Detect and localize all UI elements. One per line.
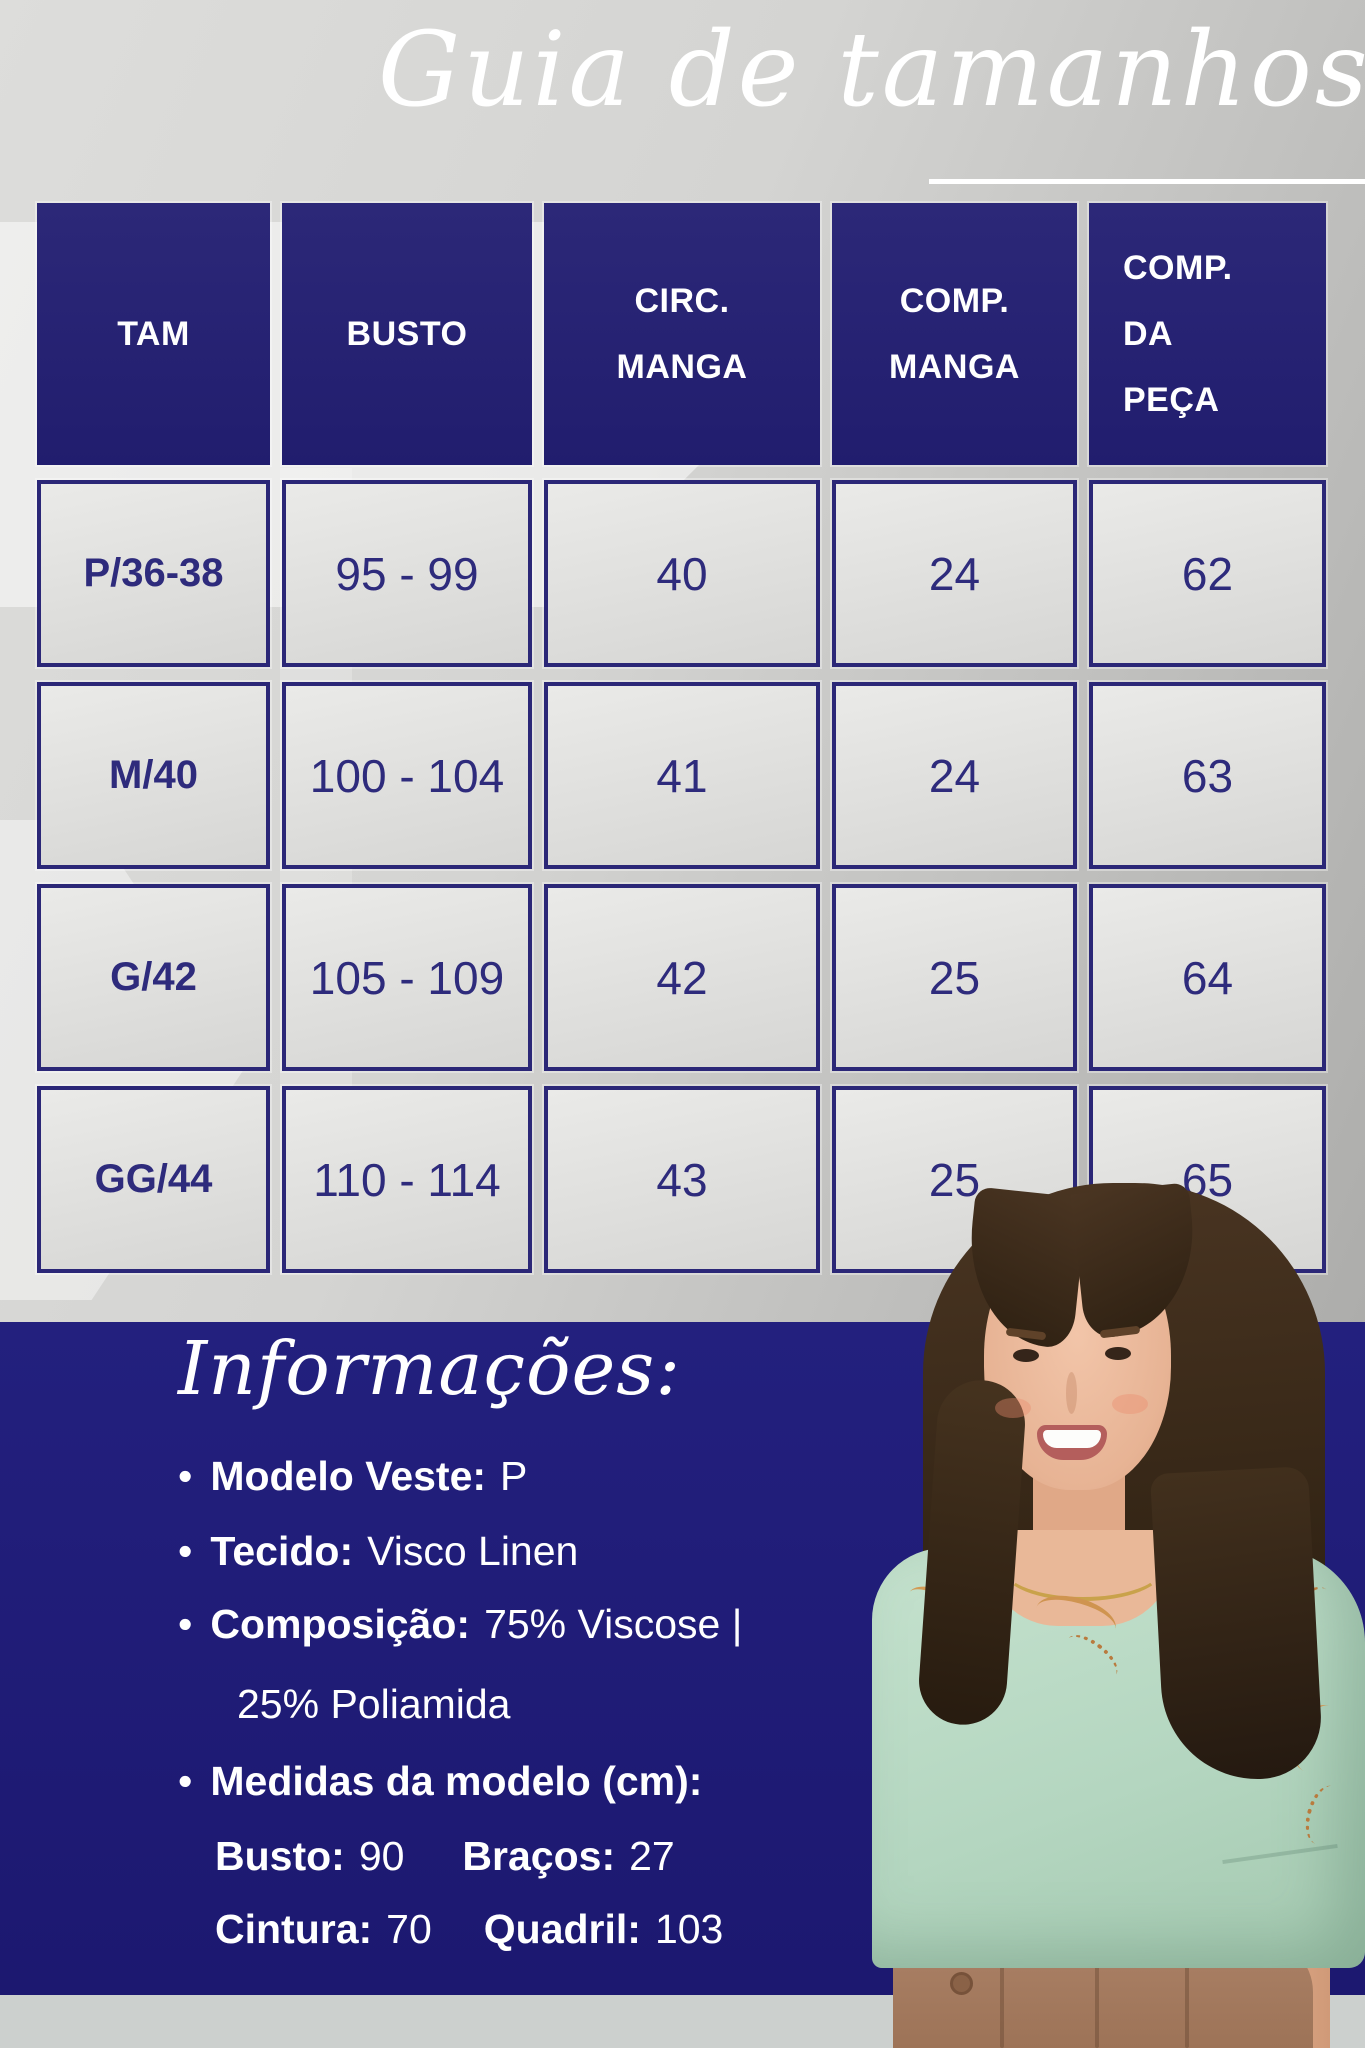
bullet-label: Medidas da modelo (cm): (210, 1758, 703, 1804)
header-text: PEÇA (1123, 381, 1220, 420)
header-text: COMP. (899, 281, 1010, 320)
measurement-value: 70 (386, 1906, 432, 1952)
header-cell-comp-manga: COMP. MANGA (832, 203, 1077, 465)
table-cell: M/40 (37, 682, 270, 869)
header-cell-busto: BUSTO (282, 203, 532, 465)
measurements-line-2: Cintura: 70 Quadril: 103 (215, 1906, 723, 1953)
pants-crease (1000, 1952, 1004, 2048)
table-cell: 41 (544, 682, 820, 869)
measurement-value: 90 (358, 1833, 405, 1879)
bullet-value: P (500, 1453, 528, 1499)
bullet-label: Composição: (210, 1601, 471, 1647)
model-blush (1112, 1394, 1148, 1414)
bullet-icon: • (178, 1528, 193, 1574)
measurement-busto: Busto: 90 (215, 1833, 404, 1880)
header-text: BUSTO (346, 314, 468, 353)
table-cell: 42 (544, 884, 820, 1071)
header-cell-circ-manga: CIRC. MANGA (544, 203, 820, 465)
header-text: TAM (117, 314, 190, 353)
table-cell: 100 - 104 (282, 682, 532, 869)
bullet-value: 75% Viscose | (484, 1601, 743, 1647)
model-eye (1105, 1347, 1131, 1360)
table-cell: 24 (832, 480, 1077, 667)
model-nose (1066, 1372, 1077, 1414)
measurement-cintura: Cintura: 70 (215, 1906, 432, 1953)
bullet-icon: • (178, 1453, 193, 1499)
info-bullet-medidas: • Medidas da modelo (cm): (178, 1758, 716, 1805)
bullet-label: Tecido: (210, 1528, 354, 1574)
table-cell: GG/44 (37, 1086, 270, 1273)
pants-crease (1095, 1952, 1099, 2048)
info-bullet-tecido: • Tecido: Visco Linen (178, 1528, 578, 1575)
measurements-line-1: Busto: 90 Braços: 27 (215, 1833, 675, 1880)
model-blush (995, 1398, 1031, 1418)
measurement-bracos: Braços: 27 (462, 1833, 674, 1880)
page-title: Guia de tamanhos (378, 10, 1365, 130)
table-cell: P/36-38 (37, 480, 270, 667)
header-cell-tam: TAM (37, 203, 270, 465)
table-cell: 110 - 114 (282, 1086, 532, 1273)
table-cell: 95 - 99 (282, 480, 532, 667)
table-cell: 43 (544, 1086, 820, 1273)
measurement-label: Quadril: (483, 1906, 641, 1952)
info-heading: Informações: (178, 1326, 682, 1412)
measurement-value: 27 (629, 1833, 675, 1879)
table-cell: 63 (1089, 682, 1326, 869)
model-eye (1013, 1349, 1039, 1362)
table-cell: 64 (1089, 884, 1326, 1071)
table-cell: G/42 (37, 884, 270, 1071)
bullet-value: Visco Linen (367, 1528, 579, 1574)
header-text: MANGA (616, 348, 748, 386)
measurement-label: Busto: (215, 1833, 345, 1879)
header-text: COMP. (1123, 248, 1233, 287)
title-underline (929, 179, 1365, 184)
pants-crease (1185, 1952, 1189, 2048)
bullet-icon: • (178, 1601, 193, 1647)
info-bullet-modelo-veste: • Modelo Veste: P (178, 1453, 527, 1500)
measurement-label: Cintura: (215, 1906, 373, 1952)
model-necklace (1002, 1536, 1164, 1601)
measurement-label: Braços: (462, 1833, 616, 1879)
header-text: DA (1123, 314, 1174, 353)
measurement-value: 103 (654, 1906, 724, 1952)
bullet-icon: • (178, 1758, 193, 1804)
table-cell: 105 - 109 (282, 884, 532, 1071)
size-table: TAM BUSTO CIRC. MANGA COMP. MANGA COMP. … (37, 203, 1326, 1273)
bullet-label: Modelo Veste: (210, 1453, 487, 1499)
table-cell: 25 (832, 884, 1077, 1071)
model-teeth (1043, 1430, 1101, 1448)
header-cell-comp-da-peca: COMP. DA PEÇA (1089, 203, 1326, 465)
model-mouth (1037, 1425, 1107, 1460)
pants-button (950, 1972, 973, 1995)
header-text: CIRC. (634, 281, 730, 320)
info-composicao-continuation: 25% Poliamida (237, 1681, 511, 1727)
measurement-quadril: Quadril: 103 (484, 1906, 724, 1953)
info-bullet-composicao: • Composição: 75% Viscose | (178, 1601, 742, 1648)
table-cell: 62 (1089, 480, 1326, 667)
table-cell: 40 (544, 480, 820, 667)
table-cell: 24 (832, 682, 1077, 869)
header-text: MANGA (889, 348, 1020, 386)
